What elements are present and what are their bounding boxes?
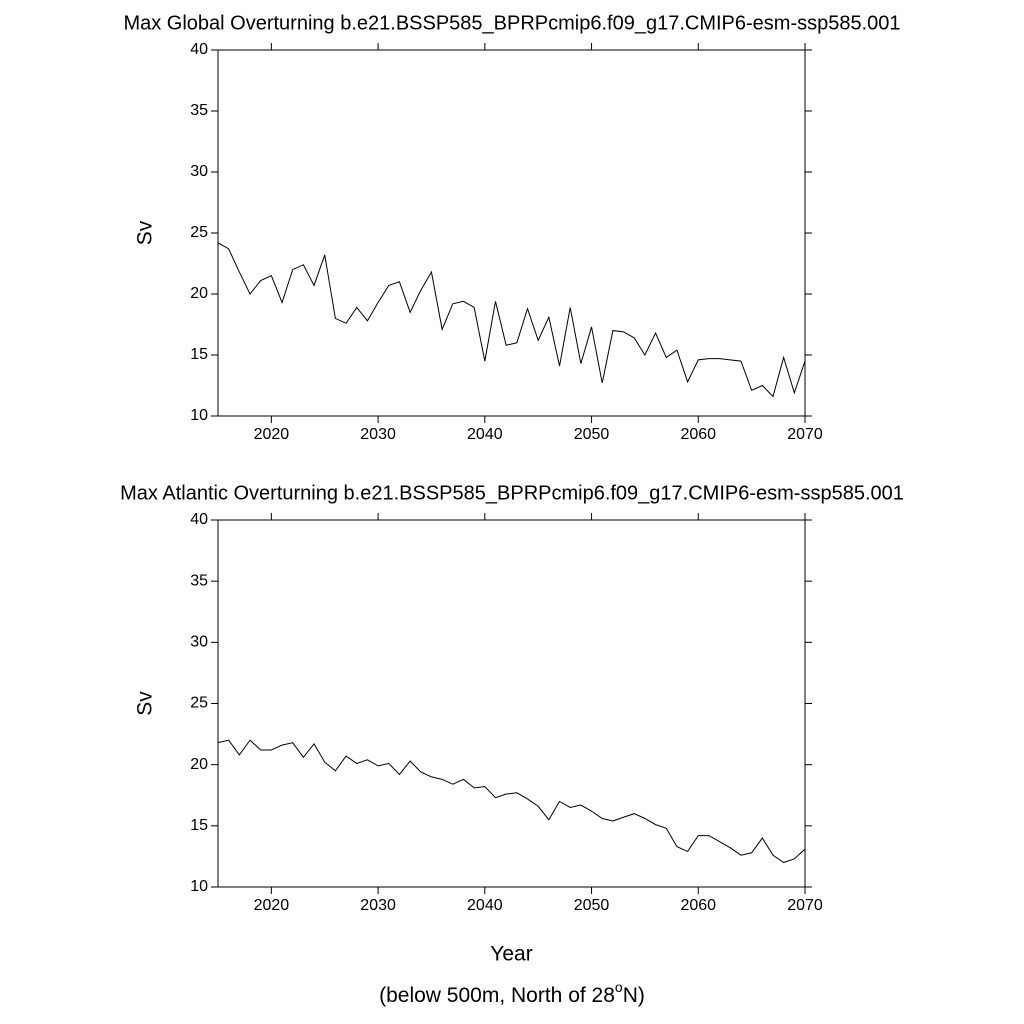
plot-frame — [217, 49, 806, 417]
x-tick-label: 2040 — [467, 897, 503, 914]
footnote-sup: o — [615, 979, 623, 995]
y-tick-label: 40 — [190, 511, 208, 528]
footnote: (below 500m, North of 28oN) — [379, 979, 645, 1007]
x-tick-label: 2020 — [254, 426, 290, 443]
x-tick-label: 2050 — [574, 897, 610, 914]
plot: Max Atlantic Overturning b.e21.BSSP585_B… — [120, 482, 904, 965]
y-tick-label: 30 — [190, 163, 208, 180]
x-tick-label: 2030 — [360, 897, 396, 914]
y-tick-label: 35 — [190, 102, 208, 119]
y-tick-label: 25 — [190, 224, 208, 241]
y-axis-label: Sv — [134, 220, 157, 245]
x-tick-label: 2020 — [254, 897, 290, 914]
chart-title: Max Atlantic Overturning b.e21.BSSP585_B… — [120, 482, 904, 504]
x-axis-label: Year — [490, 943, 532, 966]
footnote-text: N) — [623, 984, 645, 1007]
x-tick-label: 2040 — [467, 426, 503, 443]
y-tick-label: 20 — [190, 285, 208, 302]
plot: Max Global Overturning b.e21.BSSP585_BPR… — [123, 12, 900, 443]
data-line — [217, 739, 806, 864]
y-tick-label: 10 — [190, 878, 208, 895]
data-line — [217, 242, 806, 398]
x-tick-label: 2070 — [787, 426, 823, 443]
x-tick-label: 2060 — [680, 426, 716, 443]
y-tick-label: 40 — [190, 41, 208, 58]
y-tick-label: 15 — [190, 817, 208, 834]
x-tick-label: 2070 — [787, 897, 823, 914]
y-tick-label: 35 — [190, 572, 208, 589]
y-tick-label: 30 — [190, 634, 208, 651]
y-tick-label: 25 — [190, 695, 208, 712]
y-tick-label: 20 — [190, 756, 208, 773]
y-tick-label: 10 — [190, 407, 208, 424]
x-tick-label: 2030 — [360, 426, 396, 443]
footnote-text: (below 500m, North of 28 — [379, 984, 615, 1007]
plot-frame — [217, 519, 806, 888]
y-tick-label: 15 — [190, 346, 208, 363]
x-tick-label: 2060 — [680, 897, 716, 914]
chart-title: Max Global Overturning b.e21.BSSP585_BPR… — [123, 12, 900, 34]
x-tick-label: 2050 — [574, 426, 610, 443]
y-axis-label: Sv — [134, 691, 157, 716]
